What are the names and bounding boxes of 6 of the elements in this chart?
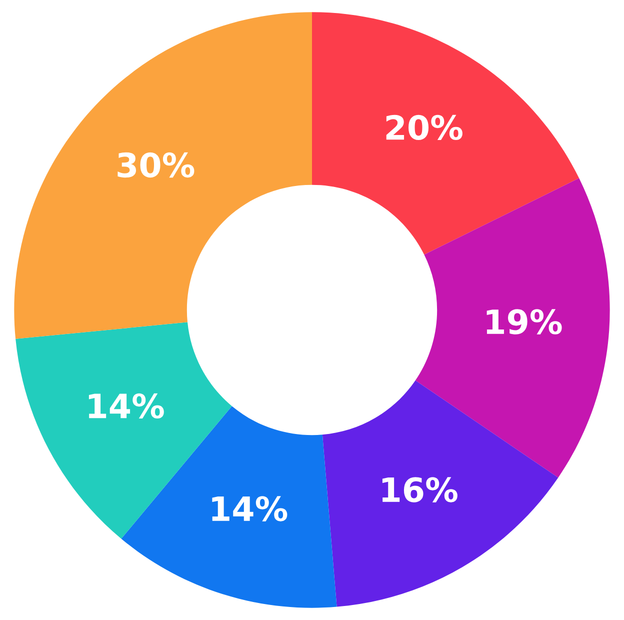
data-label: 14% bbox=[212, 496, 288, 522]
data-label: 19% bbox=[486, 309, 562, 334]
data-label: 16% bbox=[382, 477, 458, 502]
data-label: 30% bbox=[118, 152, 194, 178]
data-label: 14% bbox=[88, 393, 164, 419]
data-label: 20% bbox=[386, 114, 462, 140]
